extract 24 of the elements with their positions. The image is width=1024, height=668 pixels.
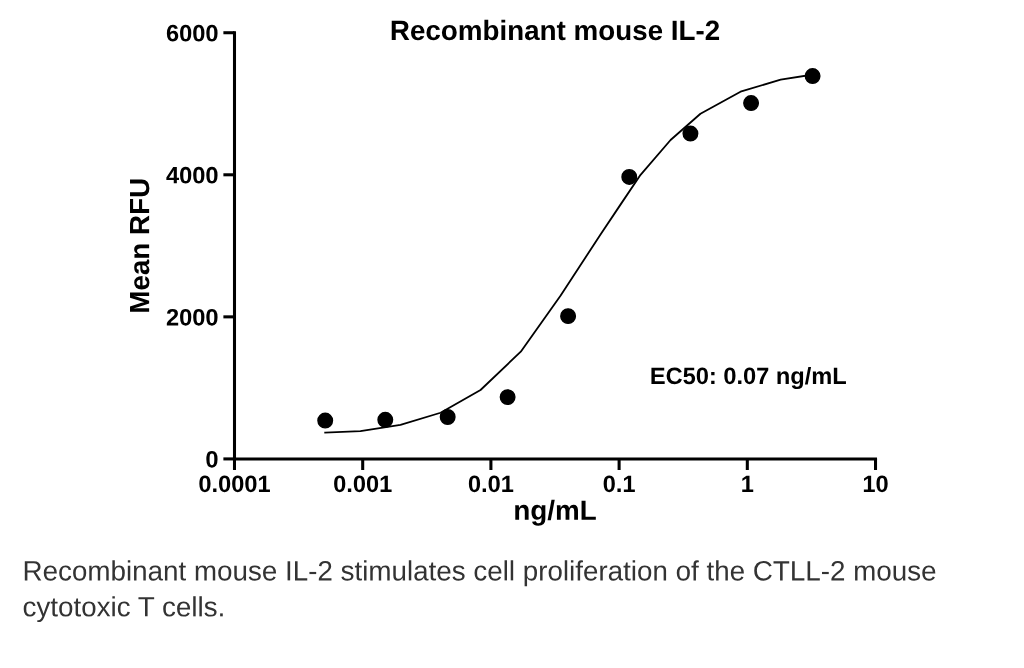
point — [560, 308, 577, 325]
chart-title: Recombinant mouse IL-2 — [391, 19, 720, 41]
annotation: EC50: 0.07 ng/mL — [651, 366, 846, 389]
point — [621, 168, 638, 185]
y-tick-label: 4000 — [166, 166, 218, 184]
point — [743, 95, 760, 112]
y-tick-label: 2000 — [166, 308, 218, 326]
x-tick-label: 0.0001 — [199, 475, 270, 493]
point — [377, 411, 394, 428]
x-axis-title: ng/mL — [515, 499, 596, 526]
y-tick-label: 0 — [206, 450, 218, 468]
x-tick-label: 10 — [863, 475, 888, 493]
text: Recombinant mouse IL-2 stimulates cell proliferation of the CTLL-2 mouse cytotoxic T cells. — [23, 560, 936, 623]
point — [804, 68, 821, 85]
point — [682, 125, 699, 142]
x-tick-label: 1 — [742, 475, 754, 492]
x-tick-label: 0.001 — [334, 475, 392, 493]
point — [317, 412, 334, 429]
x-tick-label: 0.1 — [603, 475, 635, 493]
y-tick-label: 6000 — [166, 24, 218, 42]
y-axis-title: Mean RFU — [130, 179, 150, 312]
x-tick-label: 0.01 — [468, 475, 514, 493]
point — [439, 409, 456, 425]
point — [499, 389, 516, 406]
